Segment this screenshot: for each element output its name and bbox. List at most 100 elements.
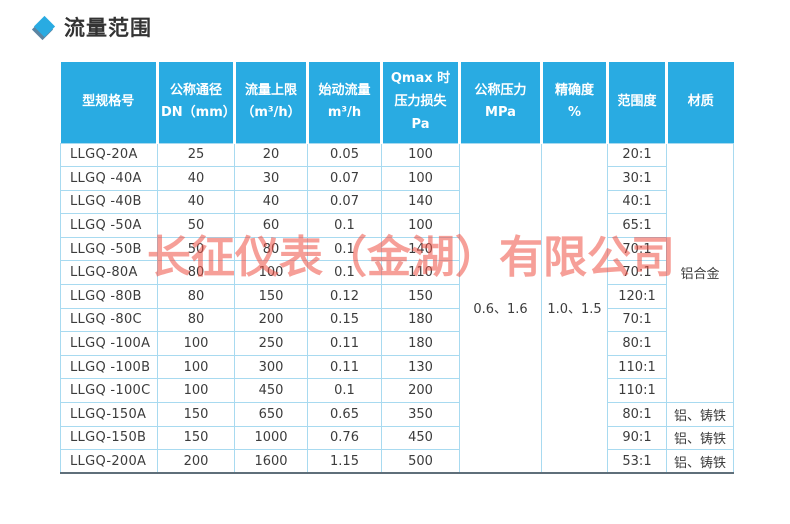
cell-flow-max: 1000 <box>234 425 308 451</box>
cell-flow-max: 650 <box>234 402 308 427</box>
cell-range: 30:1 <box>607 166 667 191</box>
cell-pressure-loss: 100 <box>381 166 460 191</box>
cell-material: 铝、铸铁 <box>666 425 734 451</box>
cell-model: LLGQ -80C <box>60 307 158 333</box>
cell-dn: 25 <box>157 142 235 168</box>
cell-pressure-loss: 180 <box>381 307 460 333</box>
cell-accuracy-merged: 1.0、1.5 <box>541 142 608 474</box>
cell-pressure-loss: 180 <box>381 331 460 356</box>
table-row: LLGQ -80B 80 150 0.12 150 120:1 <box>60 284 734 309</box>
cell-pressure-loss: 130 <box>381 354 460 380</box>
cell-material-merged: 铝合金 <box>666 142 734 404</box>
cell-start-flow: 0.1 <box>307 378 382 404</box>
cell-start-flow: 0.15 <box>307 307 382 333</box>
cell-model: LLGQ -40B <box>60 189 158 215</box>
cell-range: 70:1 <box>607 260 667 286</box>
cell-model: LLGQ -50B <box>60 236 158 262</box>
cell-pressure-mpa-merged: 0.6、1.6 <box>459 142 542 474</box>
cell-pressure-loss: 450 <box>381 425 460 451</box>
cell-flow-max: 80 <box>234 236 308 262</box>
cell-dn: 50 <box>157 213 235 238</box>
cell-pressure-loss: 500 <box>381 449 460 474</box>
cell-flow-max: 250 <box>234 331 308 356</box>
cell-model: LLGQ -80B <box>60 284 158 309</box>
cell-dn: 40 <box>157 166 235 191</box>
col-header-flow-max: 流量上限 （m³/h） <box>234 62 309 143</box>
cell-model: LLGQ-150B <box>60 425 158 451</box>
cell-range: 70:1 <box>607 307 667 333</box>
table-row: LLGQ-150B 150 1000 0.76 450 90:1 铝、铸铁 <box>60 425 734 451</box>
cell-flow-max: 30 <box>234 166 308 191</box>
col-header-start-flow: 始动流量 m³/h <box>307 62 383 143</box>
cell-start-flow: 0.11 <box>307 354 382 380</box>
col-header-range: 范围度 <box>607 62 668 143</box>
table-row: LLGQ -100A 100 250 0.11 180 80:1 <box>60 331 734 356</box>
col-header-accuracy: 精确度 % <box>541 62 609 143</box>
cell-dn: 100 <box>157 378 235 404</box>
cell-range: 65:1 <box>607 213 667 238</box>
cell-flow-max: 20 <box>234 142 308 168</box>
cell-range: 110:1 <box>607 378 667 404</box>
col-header-dn: 公称通径 DN（mm） <box>157 62 236 143</box>
flow-range-spec-table: 型规格号 公称通径 DN（mm） 流量上限 （m³/h） 始动流量 m³/h Q… <box>60 62 734 475</box>
cell-pressure-loss: 350 <box>381 402 460 427</box>
cell-start-flow: 0.05 <box>307 142 382 168</box>
cell-start-flow: 0.1 <box>307 236 382 262</box>
cell-range: 120:1 <box>607 284 667 309</box>
cell-dn: 150 <box>157 402 235 427</box>
cell-dn: 50 <box>157 236 235 262</box>
cell-dn: 100 <box>157 331 235 356</box>
cell-dn: 150 <box>157 425 235 451</box>
table-row: LLGQ-200A 200 1600 1.15 500 53:1 铝、铸铁 <box>60 449 734 474</box>
cell-range: 20:1 <box>607 142 667 168</box>
cell-model: LLGQ-20A <box>60 142 158 168</box>
col-header-material: 材质 <box>666 62 734 143</box>
cell-model: LLGQ-200A <box>60 449 158 474</box>
cell-start-flow: 1.15 <box>307 449 382 474</box>
cell-dn: 80 <box>157 260 235 286</box>
cell-range: 53:1 <box>607 449 667 474</box>
cell-start-flow: 0.65 <box>307 402 382 427</box>
cell-flow-max: 300 <box>234 354 308 380</box>
cell-flow-max: 60 <box>234 213 308 238</box>
table-row: LLGQ-150A 150 650 0.65 350 80:1 铝、铸铁 <box>60 402 734 427</box>
table-row: LLGQ -100C 100 450 0.1 200 110:1 <box>60 378 734 404</box>
cell-flow-max: 150 <box>234 284 308 309</box>
cell-start-flow: 0.1 <box>307 260 382 286</box>
table-row: LLGQ -100B 100 300 0.11 130 110:1 <box>60 354 734 380</box>
table-row: LLGQ -40B 40 40 0.07 140 40:1 <box>60 189 734 215</box>
table-header-row: 型规格号 公称通径 DN（mm） 流量上限 （m³/h） 始动流量 m³/h Q… <box>60 62 734 143</box>
cell-range: 110:1 <box>607 354 667 380</box>
cell-dn: 80 <box>157 284 235 309</box>
cell-range: 90:1 <box>607 425 667 451</box>
cell-flow-max: 40 <box>234 189 308 215</box>
cell-material: 铝、铸铁 <box>666 402 734 427</box>
cell-range: 80:1 <box>607 331 667 356</box>
cell-range: 40:1 <box>607 189 667 215</box>
cell-flow-max: 450 <box>234 378 308 404</box>
cell-range: 70:1 <box>607 236 667 262</box>
cell-start-flow: 0.07 <box>307 166 382 191</box>
cell-pressure-loss: 100 <box>381 213 460 238</box>
cell-start-flow: 0.11 <box>307 331 382 356</box>
cell-model: LLGQ -40A <box>60 166 158 191</box>
col-header-pressure-loss: Qmax 时 压力损失 Pa <box>381 62 461 143</box>
cell-pressure-loss: 150 <box>381 284 460 309</box>
cell-pressure-loss: 140 <box>381 236 460 262</box>
cell-start-flow: 0.1 <box>307 213 382 238</box>
table-row: LLGQ-20A 25 20 0.05 100 0.6、1.6 1.0、1.5 … <box>60 142 734 474</box>
cell-dn: 100 <box>157 354 235 380</box>
cell-dn: 80 <box>157 307 235 333</box>
cell-pressure-loss: 200 <box>381 378 460 404</box>
cell-model: LLGQ -100B <box>60 354 158 380</box>
cell-pressure-loss: 110 <box>381 260 460 286</box>
cell-flow-max: 1600 <box>234 449 308 474</box>
cell-material: 铝、铸铁 <box>666 449 734 474</box>
cell-start-flow: 0.76 <box>307 425 382 451</box>
cell-flow-max: 200 <box>234 307 308 333</box>
diamond-icon <box>31 15 57 41</box>
col-header-model: 型规格号 <box>60 62 159 143</box>
cell-model: LLGQ -50A <box>60 213 158 238</box>
cell-range: 80:1 <box>607 402 667 427</box>
